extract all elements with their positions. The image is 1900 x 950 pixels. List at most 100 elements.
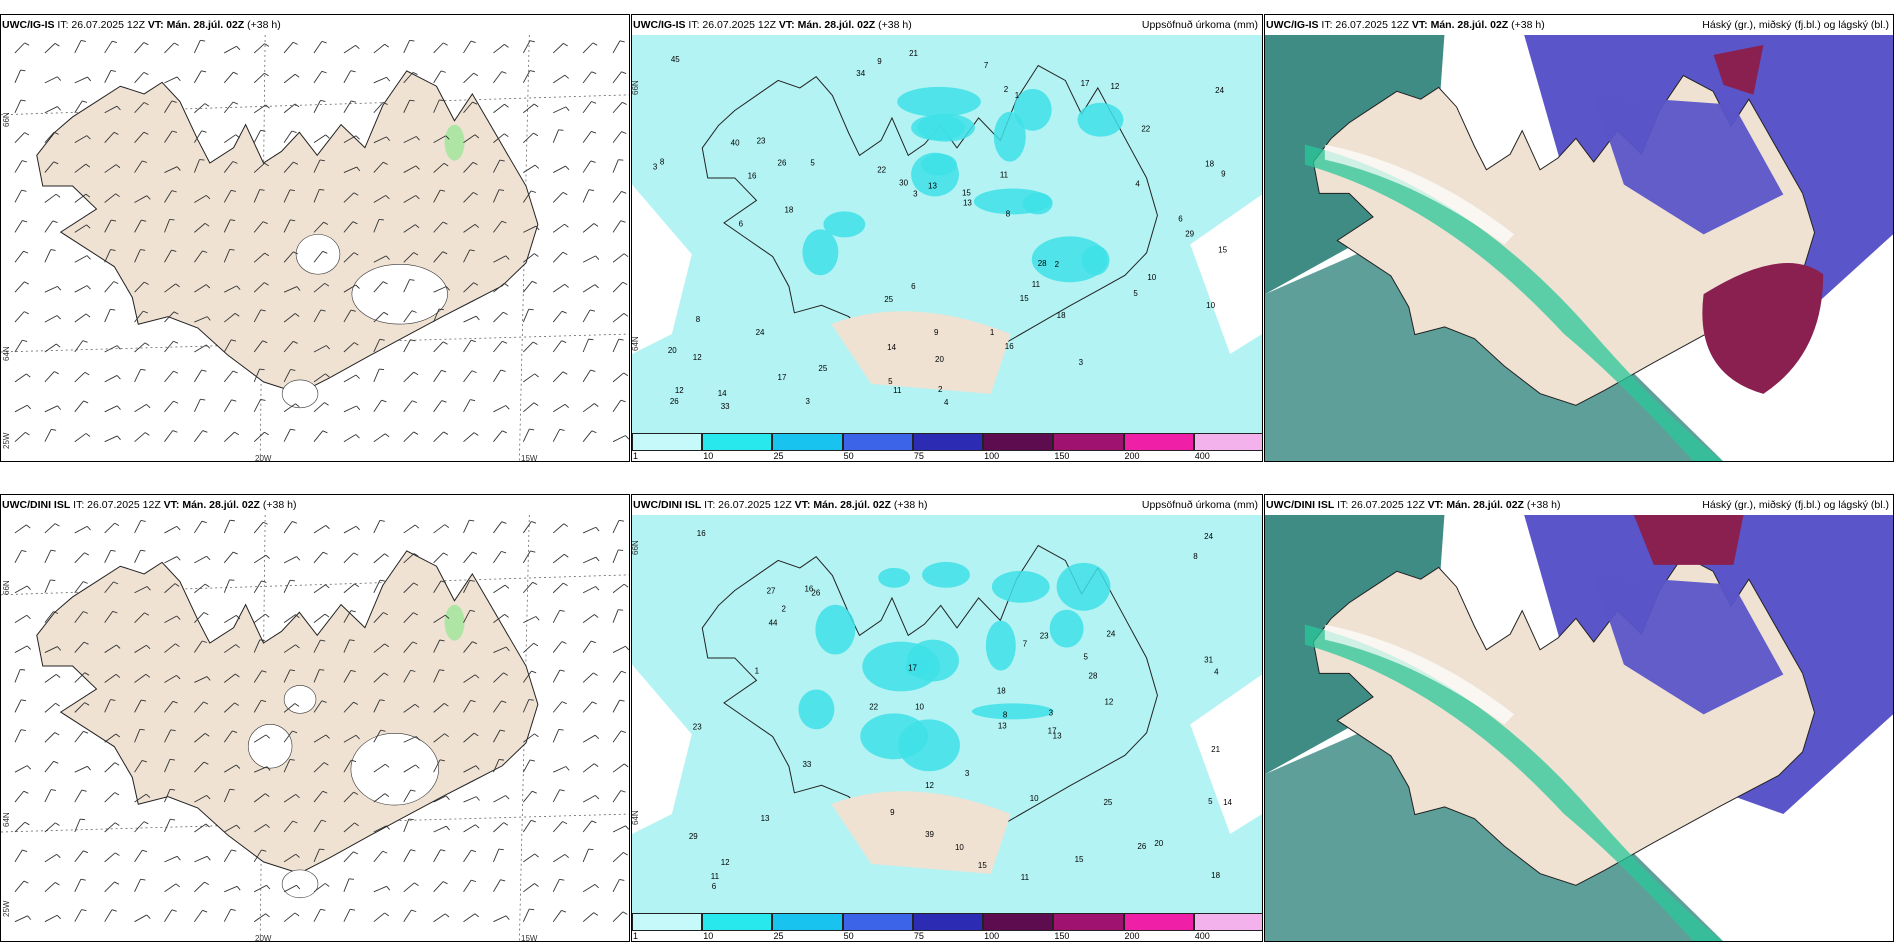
precip-value: 26 (670, 397, 679, 406)
precip-value: 16 (697, 529, 706, 538)
wind-barb (552, 192, 564, 203)
precip-value: 2 (782, 605, 787, 614)
wind-barb (522, 521, 532, 534)
wind-barb (229, 248, 235, 251)
wind-barb (82, 340, 88, 343)
wind-barb (266, 885, 271, 890)
lon-label: 20W (255, 934, 272, 942)
wind-barb (351, 759, 357, 763)
wind-barb (472, 101, 478, 105)
wind-barb (476, 796, 480, 801)
wind-barb (74, 400, 84, 413)
wind-barb (471, 849, 477, 853)
wind-barb (561, 910, 567, 913)
wind-barb (463, 551, 473, 564)
wind-barb (202, 909, 208, 913)
wind-barb (493, 255, 507, 263)
wind-barb (552, 910, 562, 922)
wind-barb (164, 675, 177, 683)
wind-barb (444, 703, 449, 707)
wind-barb (523, 616, 537, 624)
wind-barb (624, 763, 629, 768)
wind-barb (355, 284, 360, 289)
wind-barb (74, 909, 82, 922)
wind-barb (552, 340, 562, 353)
wind-barb (471, 370, 477, 374)
wind-barb (44, 343, 57, 353)
wind-barb (469, 519, 475, 522)
wind-barb (74, 765, 88, 773)
wind-barb (373, 433, 386, 443)
wind-barb (582, 309, 591, 323)
wind-barb (260, 398, 266, 401)
wind-barb (373, 43, 385, 54)
wind-barb (493, 405, 507, 413)
wind-barb (373, 311, 385, 323)
wind-barb (443, 552, 448, 556)
wind-barb (313, 584, 326, 594)
wind-barb (235, 615, 241, 620)
wind-barb (612, 281, 624, 293)
graticule-line (259, 515, 266, 941)
wind-barb (472, 641, 478, 645)
wind-barb (104, 131, 115, 143)
wind-barb (259, 189, 265, 191)
wind-barb (111, 219, 117, 222)
wind-barb (463, 224, 476, 233)
wind-barb (534, 164, 540, 169)
wind-barb (559, 609, 565, 612)
wind-barb (403, 703, 416, 713)
wind-barb (44, 43, 56, 54)
wind-barb (373, 825, 387, 833)
wind-barb (236, 824, 241, 830)
precip-core (973, 188, 1052, 215)
wind-barb (104, 435, 118, 443)
wind-barb (194, 823, 207, 833)
wind-barb (493, 340, 503, 353)
wind-barb (296, 556, 301, 561)
colorbar-swatch (1123, 433, 1194, 451)
wind-barb (385, 195, 390, 200)
wind-barb (439, 99, 445, 102)
wind-barb (264, 43, 270, 47)
mid-cloud (1593, 94, 1784, 235)
wind-barb (440, 189, 446, 192)
wind-barb (14, 160, 23, 173)
wind-barb (57, 646, 62, 651)
wind-barb (176, 615, 181, 620)
wind-barb (403, 612, 414, 623)
wind-barb (528, 699, 534, 701)
wind-barb (403, 279, 411, 293)
wind-barb (562, 251, 568, 255)
wind-barb (24, 132, 30, 136)
wind-barb (202, 640, 207, 643)
precip-value: 33 (802, 760, 811, 769)
wind-barb (53, 760, 59, 764)
wind-barb (433, 733, 445, 743)
wind-barb (134, 42, 145, 54)
wind-barb (353, 701, 359, 705)
wind-barb (224, 673, 236, 683)
wind-barb (74, 224, 87, 233)
wind-barb (104, 193, 116, 203)
wind-barb (194, 881, 205, 893)
wind-barb (322, 430, 328, 434)
wind-barb (110, 699, 116, 701)
wind-barb (44, 523, 56, 534)
wind-barb (110, 69, 116, 72)
precip-value: 3 (653, 163, 658, 172)
precip-core (878, 567, 911, 588)
wind-barb (170, 818, 176, 821)
wind-barb (27, 915, 32, 920)
wind-barb (223, 431, 235, 443)
wind-barb (561, 310, 567, 314)
wind-barb (144, 612, 150, 616)
wind-barb (384, 553, 389, 557)
precip-value: 8 (1006, 209, 1011, 218)
wind-barb (582, 223, 595, 233)
dry-area (632, 184, 692, 354)
wind-barb (146, 914, 151, 919)
green-area (444, 604, 465, 641)
wind-barb (493, 822, 505, 833)
wind-barb (164, 100, 173, 113)
